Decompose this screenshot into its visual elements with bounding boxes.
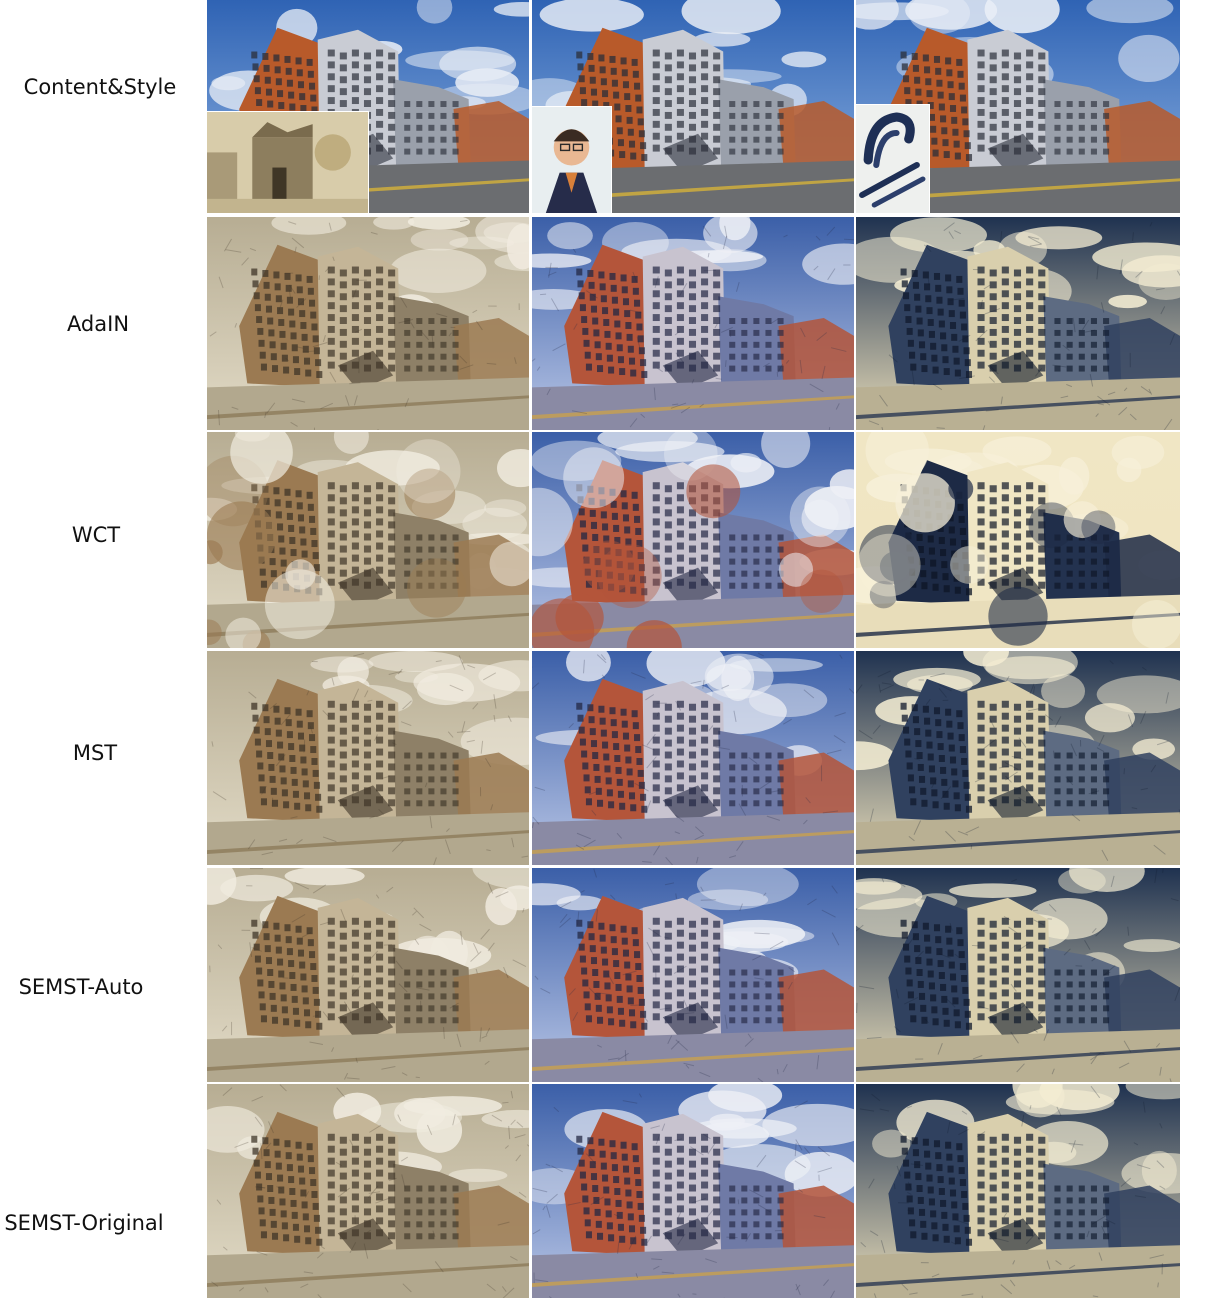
- row-label-semst-original: SEMST-Original: [4, 1211, 164, 1235]
- result-image-row2-col3: [856, 217, 1180, 430]
- result-image-row5-col1: [207, 868, 529, 1082]
- style-reference-inset-brush-strokes: [856, 104, 930, 213]
- row-label-semst-auto: SEMST-Auto: [18, 975, 144, 999]
- style-reference-inset-sketch-ruin: [207, 111, 369, 213]
- result-image-row1-col1: [207, 0, 529, 213]
- row-label-mst: MST: [72, 741, 118, 765]
- result-image-row2-col2: [532, 217, 854, 430]
- row-label-adain: AdaIN: [66, 312, 130, 336]
- result-image-row6-col2: [532, 1084, 854, 1298]
- result-image-row3-col1: [207, 432, 529, 648]
- result-image-row6-col1: [207, 1084, 529, 1298]
- result-image-row1-col3: [856, 0, 1180, 213]
- result-image-row3-col3: [856, 432, 1180, 648]
- style-reference-inset-portrait: [532, 106, 612, 213]
- result-image-row4-col2: [532, 651, 854, 865]
- result-image-row5-col2: [532, 868, 854, 1082]
- result-image-row6-col3: [856, 1084, 1180, 1298]
- result-image-row3-col2: [532, 432, 854, 648]
- result-image-row4-col1: [207, 651, 529, 865]
- row-label-content-style: Content&Style: [23, 75, 177, 99]
- result-image-row2-col1: [207, 217, 529, 430]
- result-image-row1-col2: [532, 0, 854, 213]
- result-image-row5-col3: [856, 868, 1180, 1082]
- result-image-row4-col3: [856, 651, 1180, 865]
- row-label-wct: WCT: [71, 523, 121, 547]
